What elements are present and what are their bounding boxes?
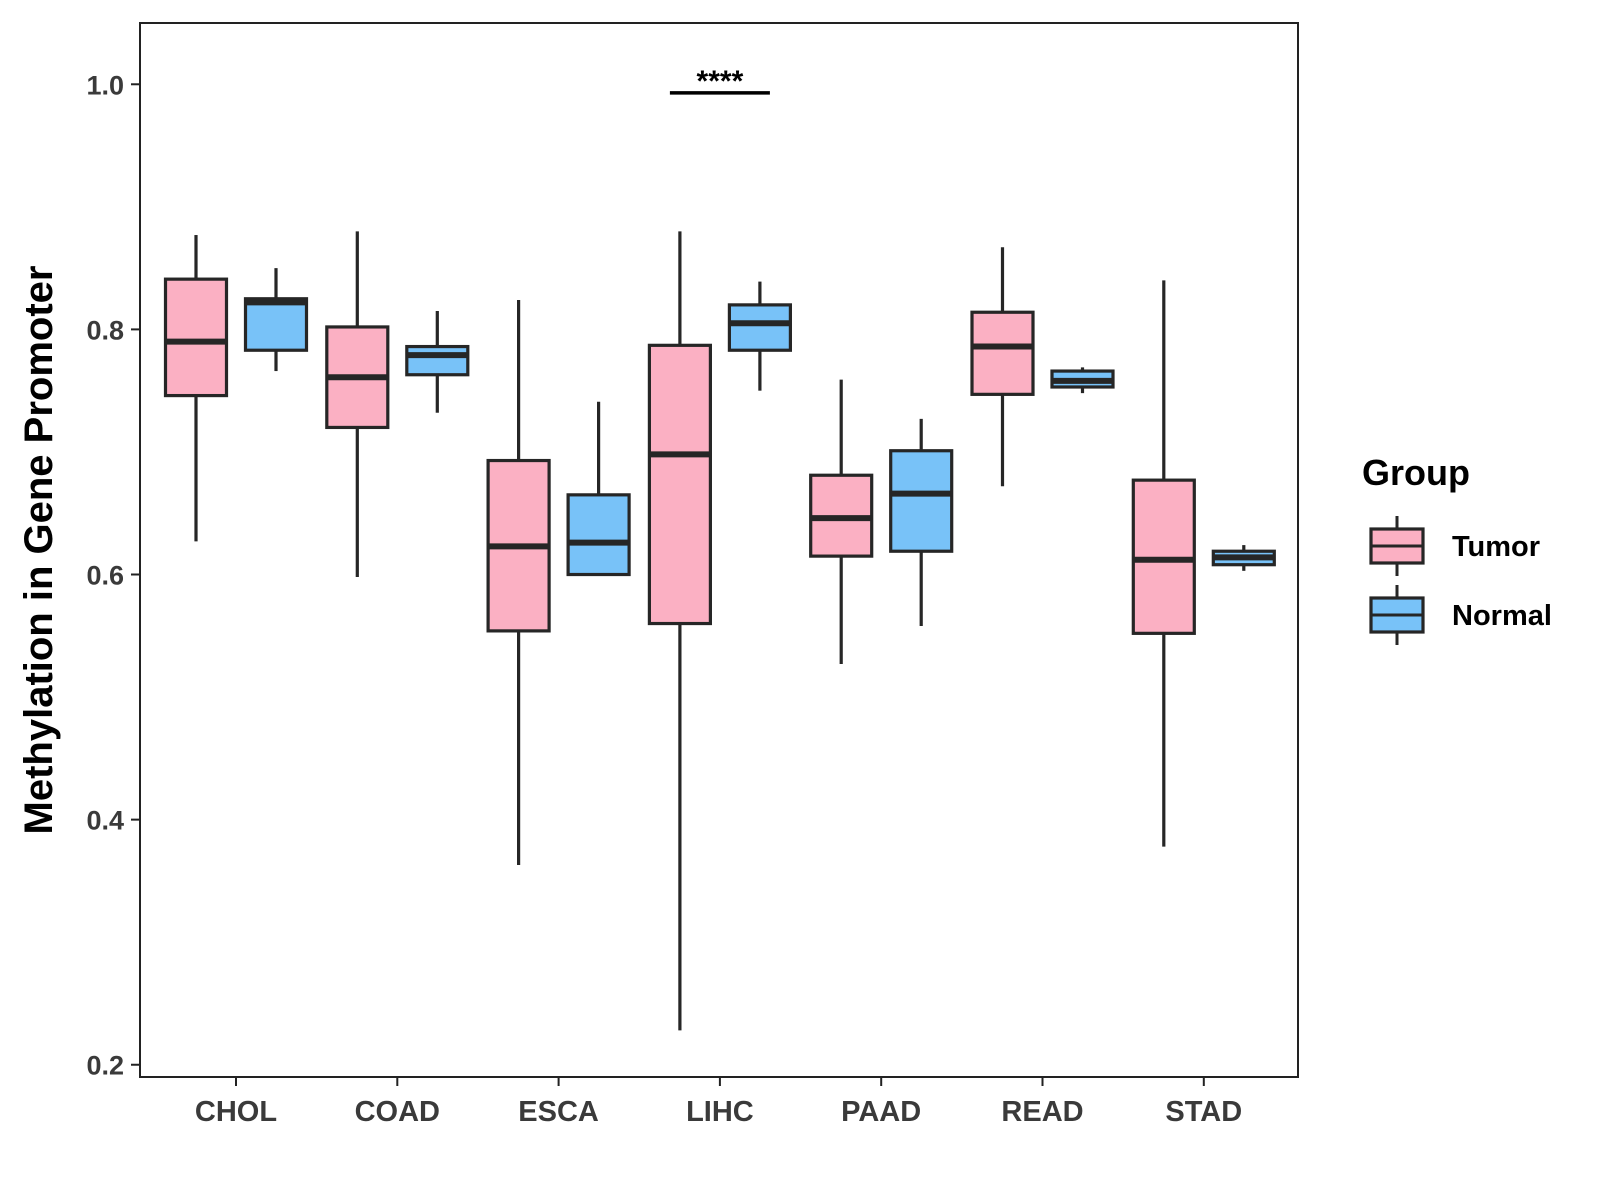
box-tumor-chol <box>163 235 229 542</box>
x-axis: CHOL COAD ESCA LIHC PAAD READ STAD <box>195 1077 1242 1128</box>
box-normal-chol <box>243 268 309 372</box>
box-normal-esca <box>566 401 631 577</box>
box-iqr <box>405 344 470 377</box>
legend-item-tumor: Tumor <box>1369 516 1540 576</box>
box-tumor-lihc <box>647 231 713 1031</box>
box-normal-stad <box>1211 545 1276 571</box>
y-axis-title: Methylation in Gene Promoter <box>17 266 61 835</box>
box-iqr <box>889 449 954 553</box>
box-iqr <box>243 297 309 352</box>
y-tick-label: 1.0 <box>86 70 124 100</box>
x-tick-label-esca: ESCA <box>518 1096 599 1128</box>
box-iqr <box>566 493 631 577</box>
legend-label: Normal <box>1452 600 1552 632</box>
box-iqr <box>1131 478 1196 635</box>
x-tick-label-read: READ <box>1001 1096 1083 1128</box>
box-tumor-coad <box>325 231 390 577</box>
box-tumor-stad <box>1131 280 1196 847</box>
y-tick-label: 0.8 <box>86 315 124 345</box>
box-iqr <box>163 277 229 398</box>
x-tick-label-paad: PAAD <box>841 1096 921 1128</box>
legend-title: Group <box>1362 452 1470 493</box>
box-iqr <box>647 343 713 626</box>
box-normal-read <box>1050 367 1115 394</box>
y-tick-label: 0.4 <box>86 806 124 836</box>
plot-panel <box>139 22 1299 1078</box>
y-axis: 0.2 0.4 0.6 0.8 1.0 <box>86 70 140 1081</box>
y-tick-label: 0.2 <box>86 1051 124 1081</box>
box-tumor-esca <box>486 299 551 865</box>
significance-label: **** <box>697 65 744 98</box>
box-normal-coad <box>405 311 470 413</box>
box-normal-lihc <box>727 281 793 391</box>
box-tumor-read <box>970 247 1035 487</box>
x-tick-label-coad: COAD <box>355 1096 440 1128</box>
x-tick-label-lihc: LIHC <box>686 1096 754 1128</box>
legend-item-normal: Normal <box>1369 585 1552 645</box>
y-tick-label: 0.6 <box>86 561 124 591</box>
annotations-layer: **** <box>669 65 770 98</box>
legend: Group Tumor Normal <box>1362 452 1552 645</box>
box-iqr <box>727 303 793 352</box>
box-normal-paad <box>889 418 954 626</box>
box-tumor-paad <box>809 379 874 664</box>
legend-label: Tumor <box>1452 531 1540 563</box>
x-tick-label-stad: STAD <box>1165 1096 1242 1128</box>
panel-border <box>139 22 1299 1078</box>
boxes-layer <box>163 231 1276 1031</box>
box-iqr <box>970 310 1035 396</box>
x-tick-label-chol: CHOL <box>195 1096 277 1128</box>
